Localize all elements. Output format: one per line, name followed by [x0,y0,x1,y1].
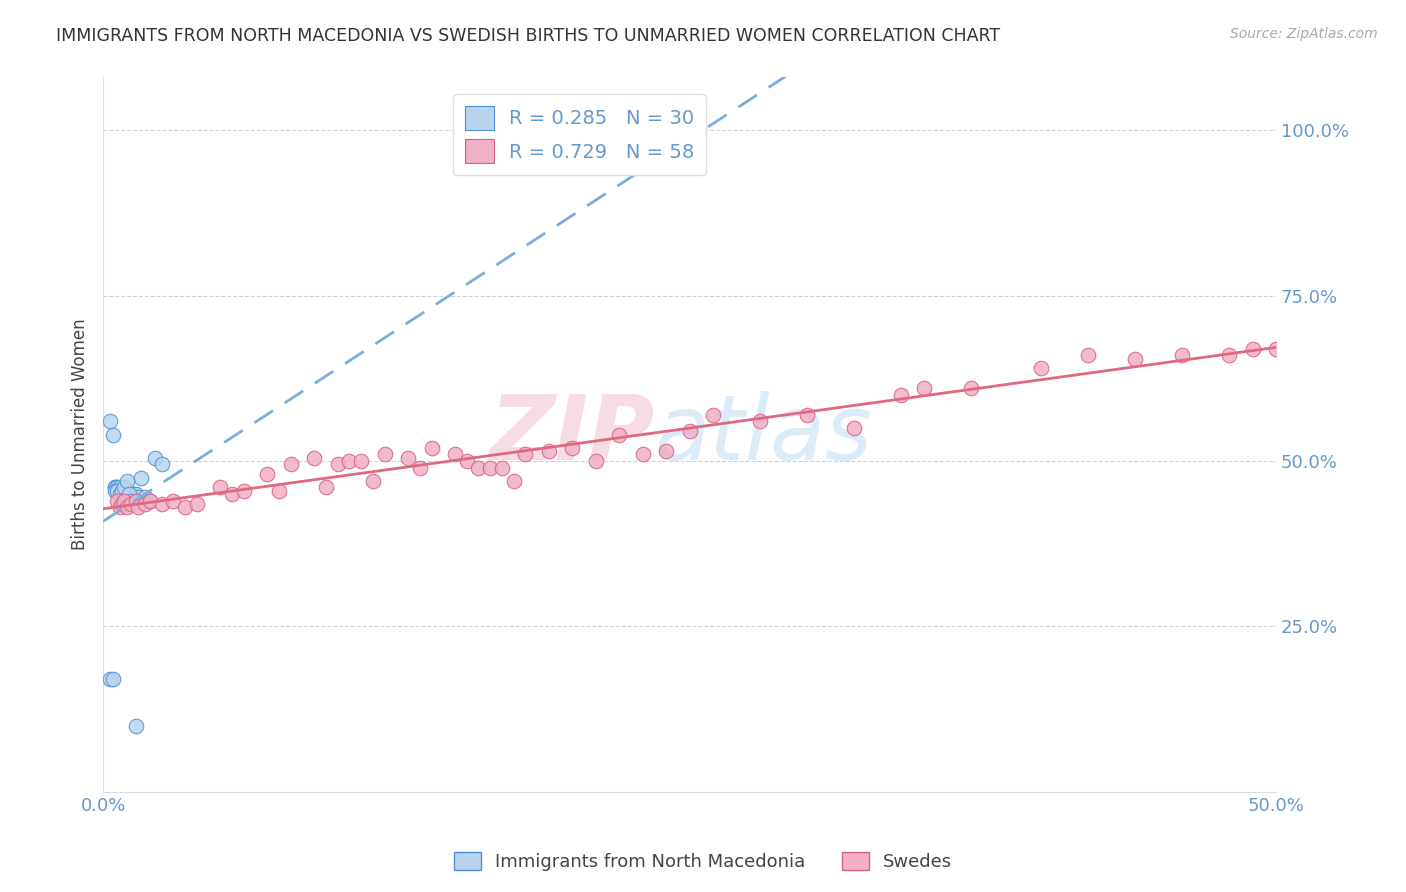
Point [456,454,478,468]
Point [127,491,149,505]
Point [374,447,396,461]
Point [678,424,700,438]
Point [796,408,818,422]
Point [561,441,583,455]
Y-axis label: Births to Unmarried Women: Births to Unmarried Women [72,318,89,550]
Point [105,483,128,498]
Point [139,493,162,508]
Point [631,447,654,461]
Point [1031,361,1053,376]
Text: IMMIGRANTS FROM NORTH MACEDONIA VS SWEDISH BIRTHS TO UNMARRIED WOMEN CORRELATION: IMMIGRANTS FROM NORTH MACEDONIA VS SWEDI… [56,27,1000,45]
Text: ZIP: ZIP [489,391,654,479]
Point [842,421,865,435]
Point [1077,348,1099,362]
Legend: Immigrants from North Macedonia, Swedes: Immigrants from North Macedonia, Swedes [447,845,959,879]
Point [1218,348,1240,362]
Point [118,487,141,501]
Point [112,480,135,494]
Point [302,450,325,465]
Point [515,447,537,461]
Point [125,718,148,732]
Point [104,480,127,494]
Point [111,483,134,498]
Point [1241,342,1264,356]
Point [339,454,361,468]
Text: Source: ZipAtlas.com: Source: ZipAtlas.com [1230,27,1378,41]
Point [467,460,489,475]
Point [444,447,467,461]
Point [1123,351,1146,366]
Point [104,483,127,498]
Point [112,493,135,508]
Point [890,388,912,402]
Point [129,470,152,484]
Point [108,487,131,501]
Legend: R = 0.285   N = 30, R = 0.729   N = 58: R = 0.285 N = 30, R = 0.729 N = 58 [453,95,706,175]
Point [104,480,127,494]
Point [111,497,134,511]
Point [98,414,121,428]
Point [655,444,678,458]
Point [420,441,443,455]
Point [326,458,349,472]
Point [174,500,197,515]
Point [396,450,419,465]
Point [350,454,373,468]
Point [256,467,278,482]
Point [111,483,134,498]
Point [120,487,142,501]
Point [209,480,232,494]
Point [150,458,173,472]
Point [748,414,770,428]
Point [108,480,131,494]
Point [120,493,142,508]
Point [143,450,166,465]
Point [361,474,384,488]
Point [1171,348,1194,362]
Point [108,500,131,515]
Point [537,444,560,458]
Point [280,458,302,472]
Point [115,483,138,498]
Point [98,673,121,687]
Point [162,493,184,508]
Point [125,493,148,508]
Point [221,487,243,501]
Point [960,381,983,395]
Point [105,493,128,508]
Point [139,493,162,508]
Point [912,381,935,395]
Point [115,474,138,488]
Point [134,497,156,511]
Point [186,497,208,511]
Point [122,487,145,501]
Point [409,460,432,475]
Point [134,491,156,505]
Point [502,474,524,488]
Point [1265,342,1288,356]
Point [105,480,128,494]
Point [150,497,173,511]
Point [479,460,502,475]
Point [315,480,337,494]
Point [232,483,254,498]
Point [112,483,135,498]
Point [585,454,607,468]
Point [101,673,124,687]
Point [125,487,148,501]
Point [267,483,290,498]
Point [118,487,141,501]
Point [491,460,513,475]
Text: atlas: atlas [654,391,872,479]
Point [120,497,142,511]
Point [702,408,724,422]
Point [101,427,124,442]
Point [115,500,138,515]
Point [607,427,630,442]
Point [127,500,149,515]
